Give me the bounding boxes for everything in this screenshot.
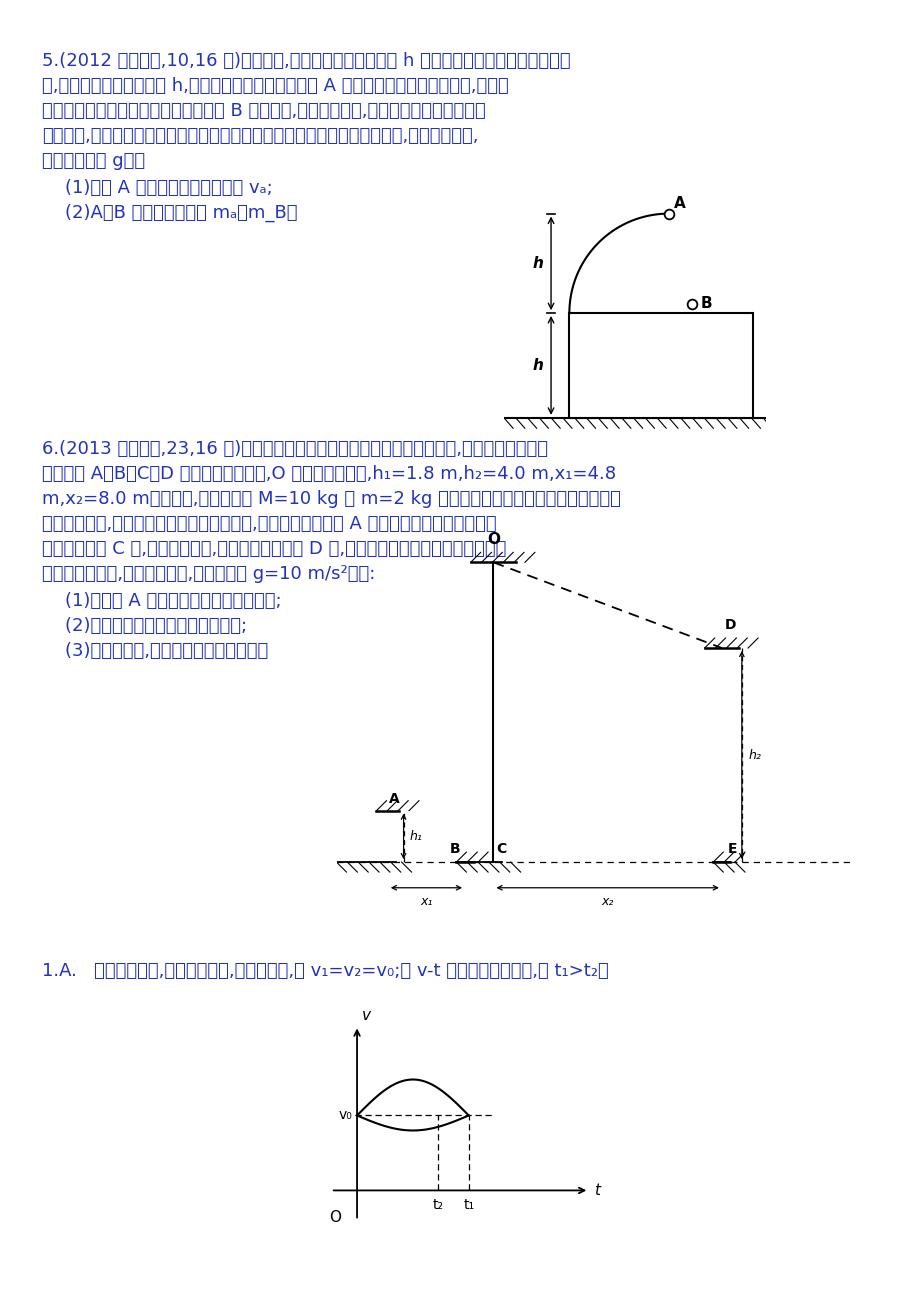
Text: 5.(2012 天津理综,10,16 分)如图所示,水平地面上固定有高为 h 的平台。台面上有固定的光滑坡: 5.(2012 天津理综,10,16 分)如图所示,水平地面上固定有高为 h 的… bbox=[42, 52, 570, 70]
Text: 边缘飞出,落地点与飞出点的水平距离恰好为台高的一半。两球均可视为质点,忽略空气阻力,: 边缘飞出,落地点与飞出点的水平距离恰好为台高的一半。两球均可视为质点,忽略空气阻… bbox=[42, 128, 478, 145]
Text: E: E bbox=[727, 842, 736, 857]
Text: m,x₂=8.0 m。开始时,质量分别为 M=10 kg 和 m=2 kg 的大、小两只滇金丝猴分别位于左边和: m,x₂=8.0 m。开始时,质量分别为 M=10 kg 和 m=2 kg 的大… bbox=[42, 490, 620, 508]
Text: v: v bbox=[361, 1008, 370, 1023]
Text: 抱起小猴跑到 C 点,抓住青藤下端,荡到右边石头上的 D 点,此时速度恰好为零。运动过程中猴: 抱起小猴跑到 C 点,抓住青藤下端,荡到右边石头上的 D 点,此时速度恰好为零。… bbox=[42, 540, 505, 559]
Text: h: h bbox=[532, 256, 543, 271]
Text: t₁: t₁ bbox=[462, 1198, 474, 1212]
Text: 道,坡道顶端距台面高也为 h,坡道底端与台面相切。小球 A 从坡道顶端由静止开始滑下,到达水: 道,坡道顶端距台面高也为 h,坡道底端与台面相切。小球 A 从坡道顶端由静止开始… bbox=[42, 77, 508, 95]
Text: x₁: x₁ bbox=[420, 894, 432, 907]
Text: (1)小球 A 刚滑至水平台面的速度 vₐ;: (1)小球 A 刚滑至水平台面的速度 vₐ; bbox=[42, 178, 272, 197]
Polygon shape bbox=[569, 312, 752, 418]
Text: (3)猴子荡起时,青藤对猴子的拉力大小。: (3)猴子荡起时,青藤对猴子的拉力大小。 bbox=[42, 642, 268, 660]
Text: 子均可看成质点,空气阻力不计,重力加速度 g=10 m/s²。求:: 子均可看成质点,空气阻力不计,重力加速度 g=10 m/s²。求: bbox=[42, 565, 375, 583]
Text: D: D bbox=[724, 618, 735, 633]
Text: h₂: h₂ bbox=[748, 749, 761, 762]
Text: t: t bbox=[593, 1184, 599, 1198]
Text: h: h bbox=[532, 358, 543, 372]
Text: 重力加速度为 g。求: 重力加速度为 g。求 bbox=[42, 152, 145, 171]
Text: 中间的石头上,当大猴发现小猴将受到伤害时,迅速从左边石头的 A 点水平跳至中间石头。大猴: 中间的石头上,当大猴发现小猴将受到伤害时,迅速从左边石头的 A 点水平跳至中间石… bbox=[42, 516, 496, 533]
Text: 1.A.   管道内壁光滑,只有重力做功,机械能守恒,故 v₁=v₂=v₀;由 v-t 图象定性分析如图,得 t₁>t₂。: 1.A. 管道内壁光滑,只有重力做功,机械能守恒,故 v₁=v₂=v₀;由 v-… bbox=[42, 962, 608, 980]
Text: v₀: v₀ bbox=[338, 1108, 352, 1122]
Text: B: B bbox=[449, 842, 460, 857]
Text: B: B bbox=[699, 297, 711, 311]
Text: (2)猴子抓住青藤荡起时的速度大小;: (2)猴子抓住青藤荡起时的速度大小; bbox=[42, 617, 247, 635]
Text: A: A bbox=[389, 793, 400, 806]
Text: (2)A、B 两球的质量之比 mₐ：m_B。: (2)A、B 两球的质量之比 mₐ：m_B。 bbox=[42, 204, 297, 223]
Text: h₁: h₁ bbox=[409, 829, 422, 842]
Text: x₂: x₂ bbox=[601, 894, 613, 907]
Text: C: C bbox=[496, 842, 506, 857]
Text: (1)大猴从 A 点水平跳离时速度的最小值;: (1)大猴从 A 点水平跳离时速度的最小值; bbox=[42, 592, 281, 611]
Text: t₂: t₂ bbox=[432, 1198, 443, 1212]
Text: 6.(2013 浙江理综,23,16 分)山谷中有三块石头和一根不可伸长的轻质青藤,其示意图如右图所: 6.(2013 浙江理综,23,16 分)山谷中有三块石头和一根不可伸长的轻质青… bbox=[42, 440, 548, 458]
Text: O: O bbox=[329, 1211, 341, 1225]
Text: A: A bbox=[674, 197, 685, 211]
Text: 平光滑的台面后与静止在台面上的小球 B 发生碰撞,并粘连在一起,共同沿台面滑行并从台面: 平光滑的台面后与静止在台面上的小球 B 发生碰撞,并粘连在一起,共同沿台面滑行并… bbox=[42, 102, 485, 120]
Text: O: O bbox=[486, 531, 499, 547]
Text: 示。图中 A、B、C、D 均为石头的边缘点,O 为青藤的固定点,h₁=1.8 m,h₂=4.0 m,x₁=4.8: 示。图中 A、B、C、D 均为石头的边缘点,O 为青藤的固定点,h₁=1.8 m… bbox=[42, 465, 616, 483]
